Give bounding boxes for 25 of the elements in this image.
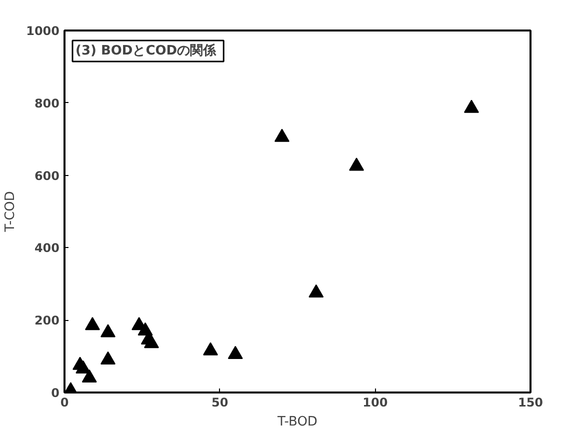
point [464, 100, 479, 113]
y-tick-label: 200 [34, 314, 60, 328]
point [100, 324, 116, 338]
point [203, 342, 218, 356]
point [349, 158, 364, 171]
y-tick-label: 800 [34, 96, 60, 110]
y-tick-label: 600 [34, 168, 60, 183]
x-tick-label: 100 [362, 396, 388, 410]
y-tick-label: 1000 [26, 24, 60, 38]
point [308, 284, 324, 298]
y-axis-title: T-COD [3, 191, 18, 233]
x-tick-label: 0 [60, 396, 69, 410]
y-tick-label: 400 [34, 241, 60, 256]
point [84, 316, 100, 330]
annotation: (3) BODとCODの関係 [76, 44, 218, 58]
x-tick-label: 50 [211, 396, 228, 410]
x-tick-label: 150 [518, 396, 544, 410]
point [82, 369, 97, 383]
y-tick-label: 0 [51, 386, 60, 400]
point [100, 351, 116, 364]
point [76, 360, 91, 374]
point [144, 335, 159, 348]
point [228, 346, 243, 360]
point [274, 128, 290, 142]
x-axis-title: T-BOD [276, 414, 318, 430]
